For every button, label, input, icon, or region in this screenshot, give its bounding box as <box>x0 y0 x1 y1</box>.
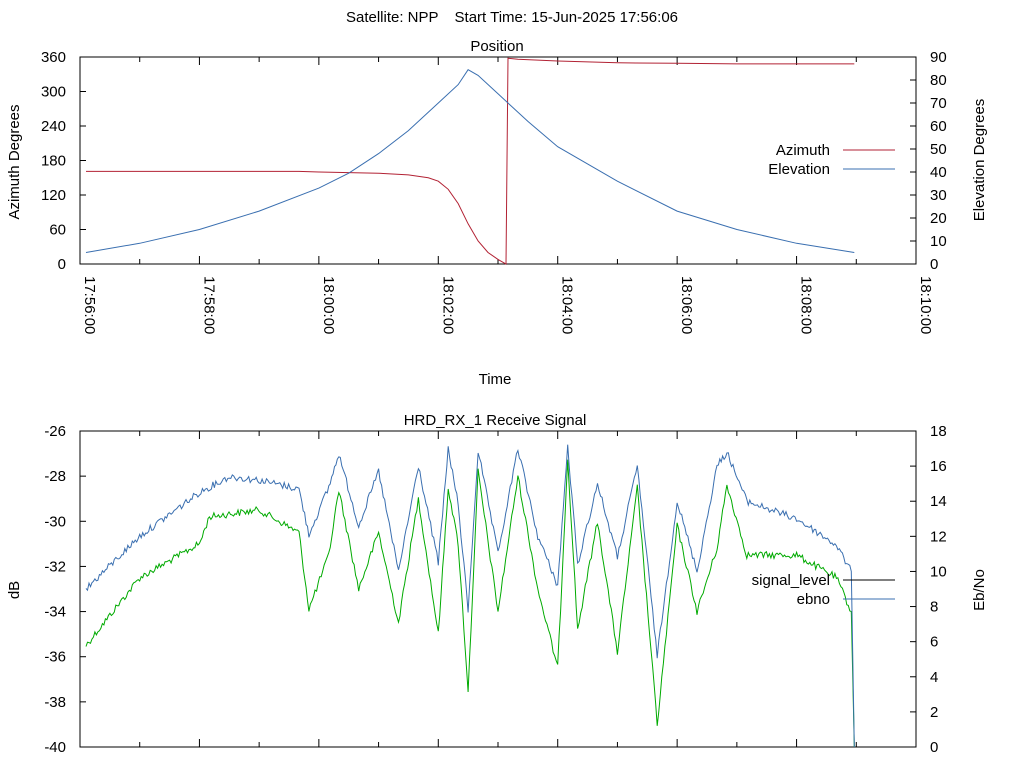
y-tick-label: 240 <box>41 118 66 135</box>
y2-tick-label: 10 <box>930 563 947 580</box>
series-line-ebno <box>85 444 855 748</box>
x-tick-label: 17:58:00 <box>200 276 217 334</box>
x-tick-label: 18:02:00 <box>439 276 456 334</box>
x-tick-label: 17:56:00 <box>81 276 98 334</box>
signal-ylabel: dB <box>6 581 23 599</box>
y-tick-label: 60 <box>49 222 66 239</box>
position-ticks: 0 60 120 180 240 300 360 0 10 20 30 40 50 60 70 80 90 17:… <box>41 49 947 334</box>
legend-label: ebno <box>797 591 830 608</box>
y2-tick-label: 70 <box>930 95 947 112</box>
y2-tick-label: 0 <box>930 256 938 273</box>
y2-tick-label: 30 <box>930 187 947 204</box>
signal-y2label: Eb/No <box>971 569 988 611</box>
signal-plot-frame <box>79 430 917 748</box>
y-tick-label: 180 <box>41 153 66 170</box>
signal-title: HRD_RX_1 Receive Signal <box>404 412 587 429</box>
legend-label: signal_level <box>752 572 830 589</box>
y2-tick-label: 4 <box>930 669 938 686</box>
y2-tick-label: 10 <box>930 233 947 250</box>
position-xlabel: Time <box>479 371 512 388</box>
y-tick-label: -30 <box>44 513 66 530</box>
y-tick-label: -40 <box>44 739 66 756</box>
y-tick-label: 120 <box>41 187 66 204</box>
x-tick-label: 18:04:00 <box>559 276 576 334</box>
y-tick-label: -36 <box>44 649 66 666</box>
legend-label: Elevation <box>768 161 830 178</box>
series-line-signal_level <box>85 459 855 748</box>
y-tick-label: -32 <box>44 558 66 575</box>
x-tick-label: 18:10:00 <box>917 276 934 334</box>
position-ylabel: Azimuth Degrees <box>6 104 23 219</box>
y2-tick-label: 40 <box>930 164 947 181</box>
y2-tick-label: 18 <box>930 423 947 440</box>
y-tick-label: 360 <box>41 49 66 66</box>
y2-tick-label: 20 <box>930 210 947 227</box>
signal-series <box>85 444 855 748</box>
position-title: Position <box>470 38 523 55</box>
series-line-Azimuth <box>86 57 855 265</box>
y2-tick-label: 80 <box>930 72 947 89</box>
position-legend: Azimuth Elevation <box>768 142 895 178</box>
legend-label: Azimuth <box>776 142 830 159</box>
y2-tick-label: 60 <box>930 118 947 135</box>
series-line-Elevation <box>85 69 855 253</box>
y-tick-label: 0 <box>58 256 66 273</box>
y2-tick-label: 6 <box>930 634 938 651</box>
x-tick-label: 18:00:00 <box>320 276 337 334</box>
y2-tick-label: 50 <box>930 141 947 158</box>
y2-tick-label: 90 <box>930 49 947 66</box>
position-y2label: Elevation Degrees <box>971 99 988 222</box>
satellite-label: Satellite: NPP Start Time: 15-Jun-2025 17… <box>346 9 678 26</box>
y-tick-label: 300 <box>41 84 66 101</box>
position-chart: Position Azimuth Degrees Elevation Degre… <box>6 38 988 388</box>
y2-tick-label: 12 <box>930 528 947 545</box>
x-tick-label: 18:06:00 <box>678 276 695 334</box>
y2-tick-label: 16 <box>930 458 947 475</box>
signal-chart: HRD_RX_1 Receive Signal dB Eb/No -40-38-… <box>6 412 988 756</box>
y2-tick-label: 2 <box>930 704 938 721</box>
y2-tick-label: 8 <box>930 599 938 616</box>
y-tick-label: -34 <box>44 604 66 621</box>
y-tick-label: -38 <box>44 694 66 711</box>
signal-ticks: -40 -38 -36 -34 -32 -30 -28 -26 0 2 4 6 8 10 12 14 16 18 <box>44 423 946 756</box>
y-tick-label: -26 <box>44 423 66 440</box>
y2-tick-label: 14 <box>930 493 947 510</box>
y-tick-label: -28 <box>44 468 66 485</box>
x-tick-label: 18:08:00 <box>798 276 815 334</box>
y2-tick-label: 0 <box>930 739 938 756</box>
position-series <box>85 57 855 265</box>
